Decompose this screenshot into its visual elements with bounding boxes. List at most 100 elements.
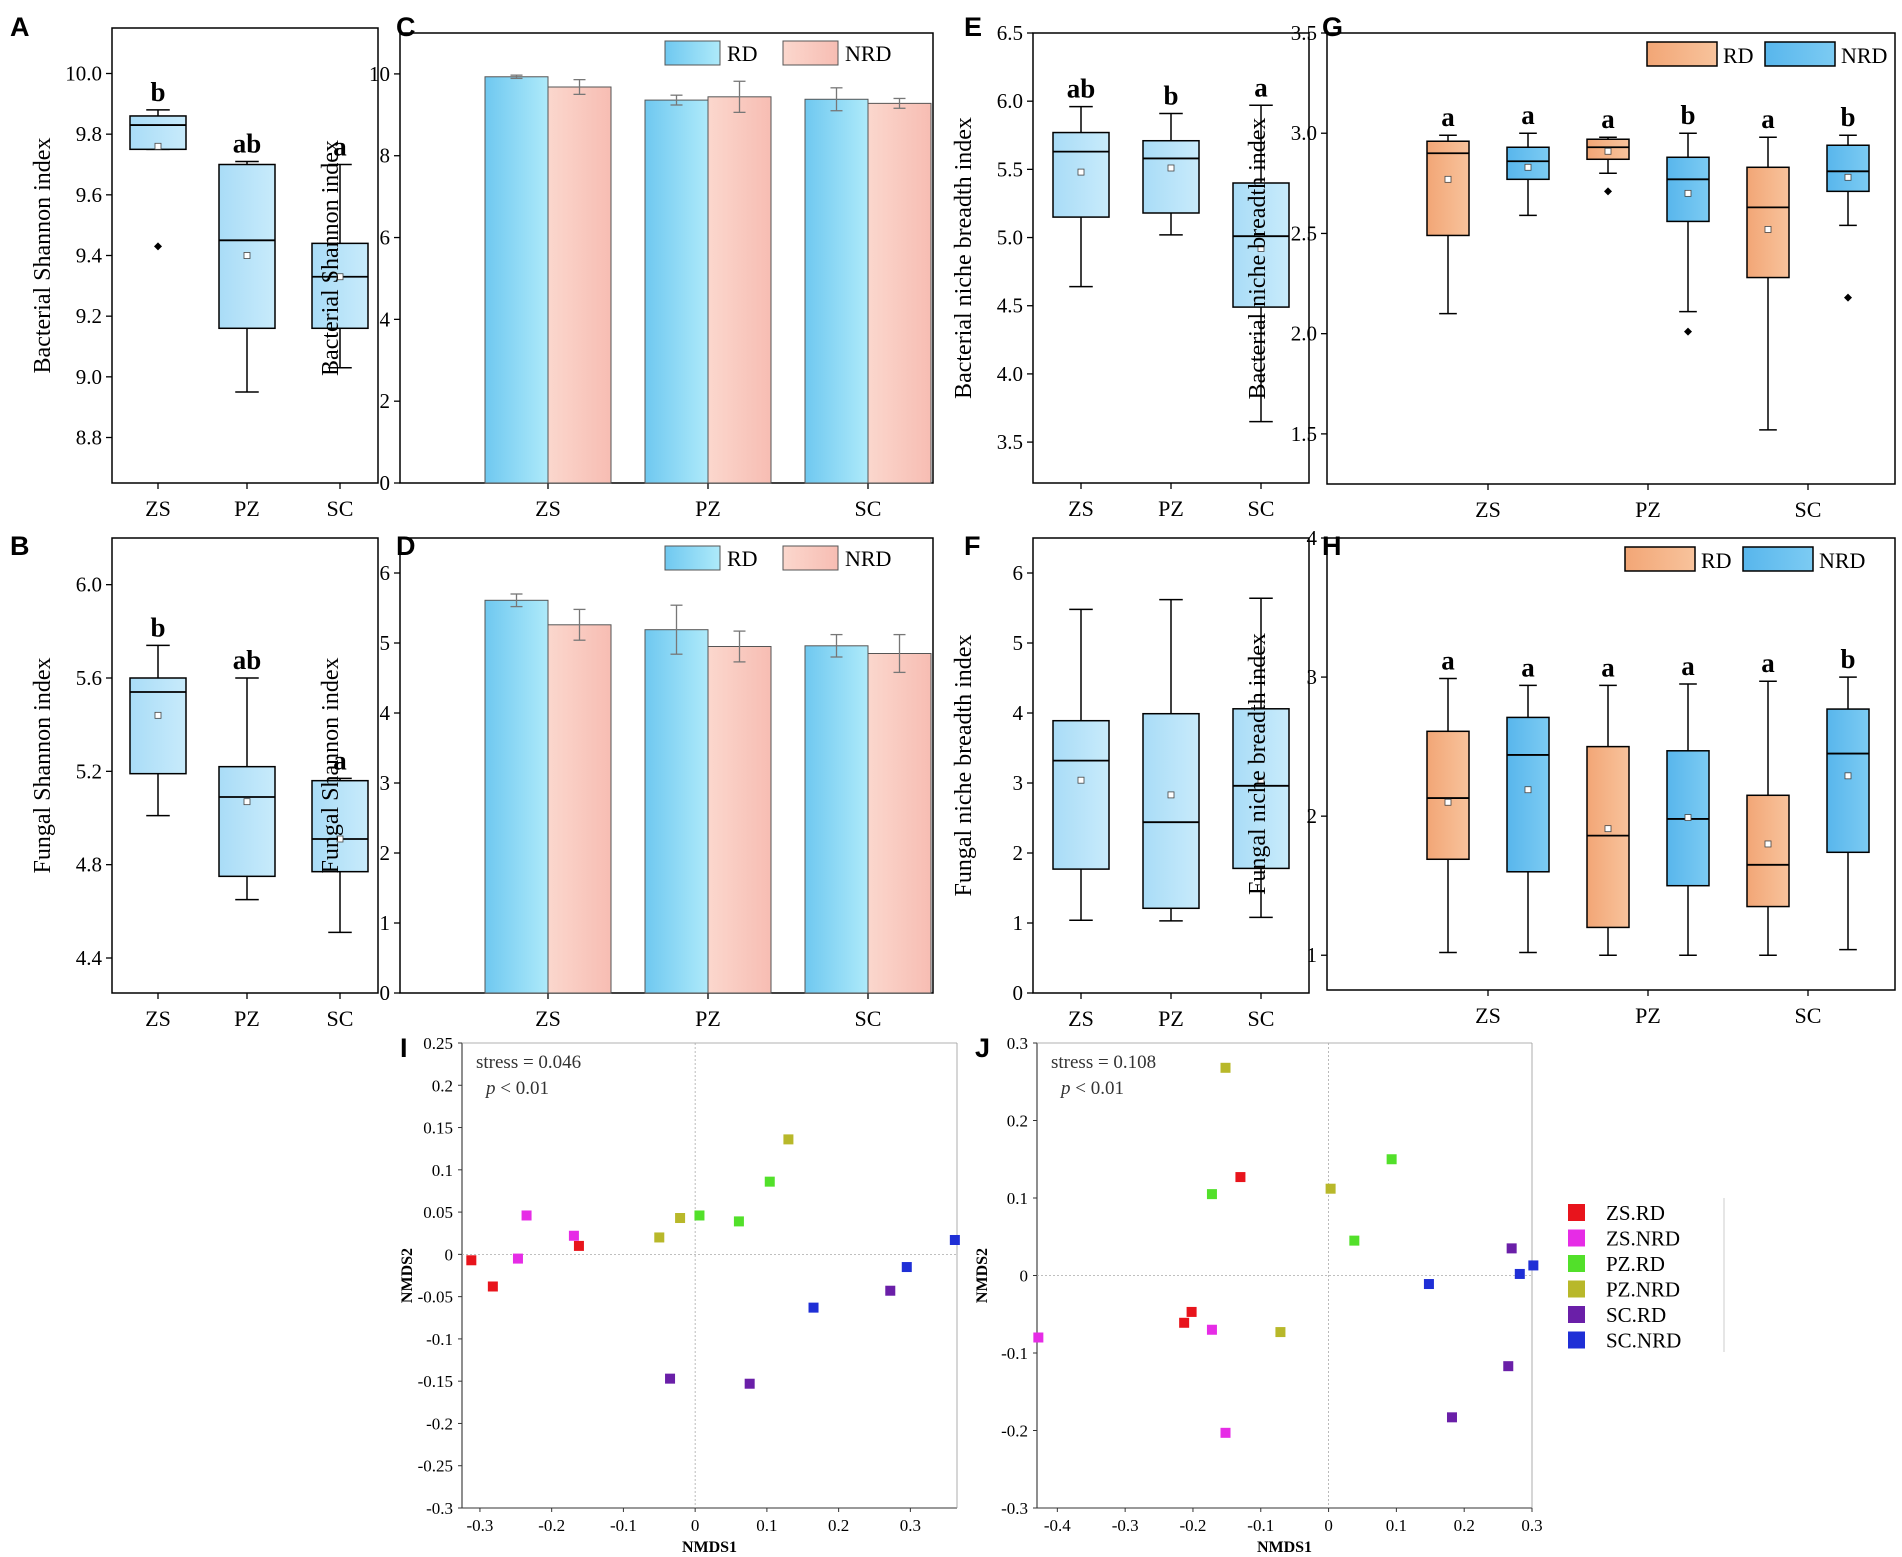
panel-i-ytick-label: 0.05 (423, 1203, 453, 1222)
panel-a-outlier (154, 242, 162, 251)
panel-c-bar-nrd (547, 86, 612, 484)
panel-i-point-pz-nrd (654, 1232, 665, 1243)
legend-label-pz-rd: PZ.RD (1606, 1252, 1665, 1276)
panel-i: -0.3 -0.25 -0.2 -0.15 -0.1 -0.05 0 0.05 0.1 0.15 0… (399, 1034, 960, 1556)
panel-d-bar-nrd (547, 624, 612, 994)
panel-b-mean-marker (336, 835, 344, 843)
panel-a-ylabel: Bacterial Shannon index (30, 138, 56, 374)
panel-h-box (1826, 708, 1870, 854)
panel-j-point-pz-nrd (1325, 1183, 1336, 1194)
panel-i-point-pz-nrd (675, 1213, 686, 1224)
panel-c-legend-swatch (782, 40, 839, 66)
panel-d-bar-nrd (867, 653, 932, 994)
panel-label-g: G (1322, 12, 1343, 42)
panel-h-ytick-label: 1 (1307, 943, 1318, 967)
panel-c-xtick-label: SC (855, 496, 882, 521)
panel-f-ylabel: Fungal niche breadth index (951, 635, 977, 897)
panel-i-xtick-label: -0.1 (610, 1516, 637, 1535)
panel-i-point-zs-nrd (568, 1230, 579, 1241)
panel-g-ytick-label: 2.0 (1291, 322, 1317, 346)
panel-f-ytick-label: 4 (1013, 701, 1024, 725)
panel-b-ytick-label: 4.4 (76, 946, 103, 970)
panel-b-sig-letter: b (150, 612, 165, 642)
panel-d-bar-rd (484, 599, 549, 994)
panel-a-sig-letter: b (150, 77, 165, 107)
panel-b-xtick-label: ZS (145, 1006, 171, 1031)
panel-j-p-annotation: p < 0.01 (1059, 1078, 1124, 1099)
panel-e-mean-marker (1167, 164, 1175, 172)
panel-h-mean-marker (1604, 825, 1612, 833)
panel-a-mean-marker (336, 273, 344, 281)
panel-e-box (1232, 182, 1290, 308)
panel-b: 4.4 4.8 5.2 5.6 6.0 Fungal Shannon index ZS PZ S… (30, 537, 379, 1031)
panel-g-outlier (1844, 293, 1852, 302)
panel-f-box (1142, 712, 1200, 910)
panel-h-frame (1326, 537, 1896, 991)
panel-i-ytick-label: 0.1 (432, 1161, 453, 1180)
panel-f-xtick-label: SC (1248, 1006, 1275, 1031)
panel-d-legend-label: NRD (845, 546, 891, 571)
panel-f-xtick-label: ZS (1068, 1006, 1094, 1031)
panel-j-point-zs-nrd (1220, 1427, 1231, 1438)
panel-a-sig-letter: ab (233, 128, 262, 158)
panel-j-point-sc-rd (1446, 1412, 1457, 1423)
panel-h-sig-letter: a (1441, 645, 1455, 675)
panel-g-mean-marker (1444, 175, 1452, 183)
panel-b-ytick-label: 4.8 (76, 853, 102, 877)
panel-j-point-sc-rd (1503, 1361, 1514, 1372)
panel-b-mean-marker (154, 711, 162, 719)
panel-i-ytick-label: 0 (445, 1245, 454, 1264)
panel-g: 1.5 2.0 2.5 3.0 3.5 Bacterial niche breadth i… (1245, 21, 1896, 522)
panel-f-ytick-label: 5 (1013, 631, 1024, 655)
panel-i-xtick-label: -0.3 (466, 1516, 493, 1535)
panel-b-ytick-label: 6.0 (76, 573, 102, 597)
panel-j-xtick-label: -0.1 (1247, 1516, 1274, 1535)
panel-e-xtick-label: SC (1248, 496, 1275, 521)
panel-b-ytick-label: 5.6 (76, 666, 102, 690)
panel-f-ytick-label: 3 (1013, 771, 1024, 795)
panel-h-sig-letter: a (1601, 652, 1615, 682)
panel-h-mean-marker (1524, 786, 1532, 794)
legend-swatch-pz-rd (1568, 1255, 1585, 1272)
panel-b-ytick-label: 5.2 (76, 759, 102, 783)
panel-a-xtick-label: SC (327, 496, 354, 521)
panel-g-sig-letter: a (1601, 104, 1615, 134)
panel-h-sig-letter: b (1840, 644, 1855, 674)
panel-c-ytick-label: 2 (380, 389, 391, 413)
panel-g-box (1746, 166, 1790, 279)
panel-j-ytick-label: -0.2 (1001, 1422, 1028, 1441)
panel-i-ytick-label: -0.1 (426, 1330, 453, 1349)
panel-i-ytick-label: -0.15 (418, 1372, 453, 1391)
panel-j-ytick-label: -0.1 (1001, 1344, 1028, 1363)
panel-b-box (129, 677, 187, 775)
panel-g-ytick-label: 2.5 (1291, 221, 1317, 245)
panel-j-point-pz-nrd (1220, 1062, 1231, 1073)
panel-i-p-annotation: p < 0.01 (484, 1078, 549, 1099)
panel-g-xtick-label: SC (1795, 497, 1822, 522)
panel-j-point-zs-nrd (1206, 1324, 1217, 1335)
legend-swatch-sc-rd (1568, 1306, 1585, 1323)
panel-g-legend-label: RD (1723, 43, 1754, 68)
panel-j-point-zs-rd (1179, 1317, 1190, 1328)
panel-i-ytick-label: -0.2 (426, 1414, 453, 1433)
panel-g-mean-marker (1764, 226, 1772, 233)
panel-d-ytick-label: 4 (380, 701, 391, 725)
panel-i-xlabel: NMDS1 (682, 1539, 737, 1556)
panel-e-ytick-label: 3.5 (997, 430, 1023, 454)
panel-a-box (218, 163, 276, 330)
panel-g-mean-marker (1844, 173, 1852, 181)
panel-j-xtick-label: 0 (1324, 1516, 1333, 1535)
panel-i-xtick-label: 0 (691, 1516, 700, 1535)
panel-f-box (1052, 719, 1110, 870)
panel-label-c: C (396, 12, 416, 42)
panel-g-sig-letter: b (1680, 100, 1695, 130)
panel-e-sig-letter: ab (1067, 74, 1096, 104)
panel-d-bar-rd (644, 629, 709, 994)
panel-j-stress-annotation: stress = 0.108 (1051, 1052, 1156, 1073)
legend-swatch-zs-rd (1568, 1204, 1585, 1221)
panel-a-ytick-label: 9.6 (76, 183, 102, 207)
panel-c-bar-nrd (707, 96, 772, 484)
panel-label-h: H (1322, 531, 1342, 561)
legend-label-sc-nrd: SC.NRD (1606, 1329, 1681, 1353)
panel-g-ytick-label: 1.5 (1291, 422, 1317, 446)
